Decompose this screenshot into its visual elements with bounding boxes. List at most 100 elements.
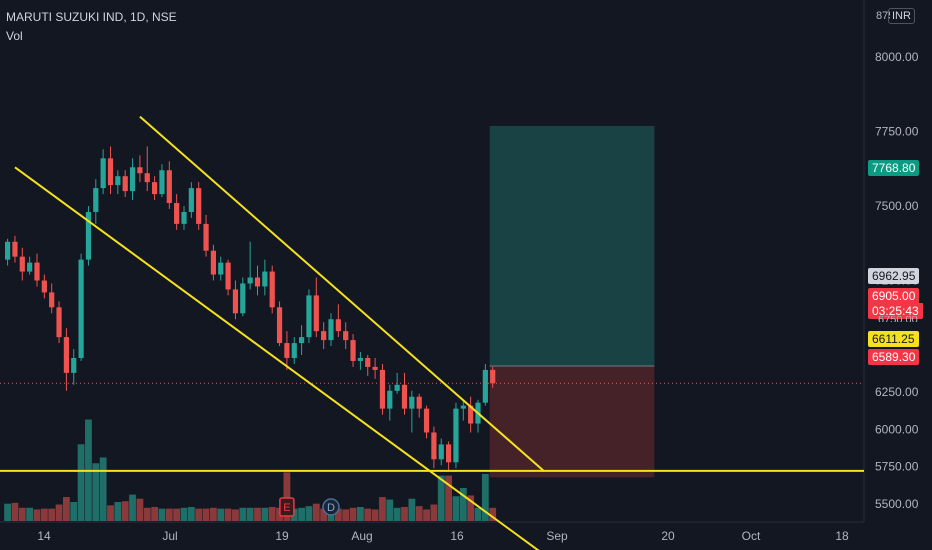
volume-bar <box>459 488 467 521</box>
volume-bar <box>334 508 342 521</box>
candle-body <box>122 176 128 192</box>
candle-body <box>276 307 283 344</box>
price-tick-label: 6000.00 <box>875 422 919 436</box>
candle-body <box>152 182 158 195</box>
volume-bar <box>121 501 129 521</box>
candle-body <box>490 369 496 384</box>
time-tick-label: Oct <box>742 529 761 543</box>
volume-bar <box>202 508 210 521</box>
candle-body <box>203 223 209 251</box>
candle-body <box>174 203 180 224</box>
time-axis[interactable]: 14 Jul 19 Aug 16 Sep 20 Oct 18 <box>37 529 849 543</box>
target-zone[interactable] <box>489 125 655 367</box>
candles <box>5 146 496 472</box>
volume-bar <box>210 507 217 521</box>
time-tick-label: Jul <box>162 529 177 543</box>
volume-bar <box>151 506 158 521</box>
volume-bar <box>99 457 107 521</box>
candle-body <box>306 295 312 338</box>
volume-bar <box>217 508 225 521</box>
volume-bar <box>70 502 78 521</box>
volume-bar <box>437 475 445 521</box>
event-label: E <box>283 502 290 514</box>
volume-bar <box>481 473 489 521</box>
candle-body <box>34 262 40 281</box>
channel-lower-trendline[interactable] <box>14 166 544 550</box>
candle-body <box>394 384 400 391</box>
candle-body <box>284 343 290 358</box>
candle-body <box>56 307 62 338</box>
candle-body <box>225 262 231 290</box>
candle-body <box>328 319 334 341</box>
volume-bar <box>342 509 350 521</box>
candle-body <box>379 369 386 409</box>
volume-bar <box>371 509 379 521</box>
volume-bar <box>136 498 144 521</box>
volume-bar <box>55 504 63 521</box>
volume-bar <box>11 502 19 521</box>
time-tick-label: Aug <box>351 529 372 543</box>
volume-bar <box>386 499 394 521</box>
candle-body <box>210 250 216 275</box>
stop-price-label: 6589.30 <box>868 349 920 365</box>
candle-body <box>166 170 172 204</box>
candle-body <box>85 211 92 260</box>
volume-bar <box>195 508 203 521</box>
volume-bar <box>187 506 195 521</box>
candle-body <box>144 173 150 183</box>
volume-bar <box>401 506 408 521</box>
price-axis[interactable]: 8500.008250.008000.007750.007500.007250.… <box>875 0 919 511</box>
earnings-event-icon[interactable]: E <box>279 497 295 517</box>
long-position-tool[interactable] <box>489 125 655 478</box>
time-tick-label: 16 <box>450 529 464 543</box>
price-tick-label: 8000.00 <box>875 50 919 64</box>
dividend-event-icon[interactable]: D <box>322 498 340 516</box>
price-tick-label: 7500.00 <box>875 199 919 213</box>
volume-bar <box>379 497 386 521</box>
price-tick-label: 5500.00 <box>875 497 919 511</box>
time-tick-label: 18 <box>835 529 849 543</box>
volume-bar <box>173 508 181 521</box>
candle-body <box>137 167 143 174</box>
time-tick-label: 20 <box>661 529 675 543</box>
volume-bar <box>423 509 430 521</box>
volume-bar <box>180 507 188 521</box>
volume-indicator-label[interactable]: Vol <box>6 29 23 43</box>
volume-bar <box>107 505 114 521</box>
volume-bar <box>489 507 497 521</box>
candle-body <box>416 396 422 409</box>
candle-body <box>247 277 253 284</box>
price-tick-label: 7750.00 <box>875 125 919 139</box>
candle-body <box>269 271 275 308</box>
candle-body <box>299 337 305 344</box>
volume-bar <box>114 502 122 521</box>
drawings[interactable] <box>0 115 864 550</box>
candle-body <box>107 158 114 186</box>
target-price-label: 7768.80 <box>868 160 920 176</box>
symbol-title[interactable]: MARUTI SUZUKI IND, 1D, NSE <box>6 10 177 24</box>
candle-body <box>357 357 363 361</box>
volume-bar <box>48 508 56 521</box>
candle-body <box>188 188 194 212</box>
candle-body <box>423 408 430 433</box>
candle-body <box>5 241 11 260</box>
channel-upper-trendline[interactable] <box>139 115 545 472</box>
candle-body <box>387 390 393 409</box>
volume-bar <box>312 503 320 521</box>
candle-body <box>446 444 452 463</box>
candle-body <box>63 337 69 373</box>
volume-bar <box>246 507 254 521</box>
candle-body <box>365 357 371 367</box>
volume-bar <box>33 509 41 521</box>
currency-badge[interactable]: INR <box>888 8 915 24</box>
candle-body <box>350 340 356 361</box>
candle-body <box>240 283 246 314</box>
volume-bar <box>268 506 276 521</box>
volume-bar <box>165 508 173 521</box>
volume-bar <box>445 475 452 521</box>
volume-bar <box>452 496 460 521</box>
stop-zone[interactable] <box>489 366 655 478</box>
volume-bar <box>239 507 247 521</box>
